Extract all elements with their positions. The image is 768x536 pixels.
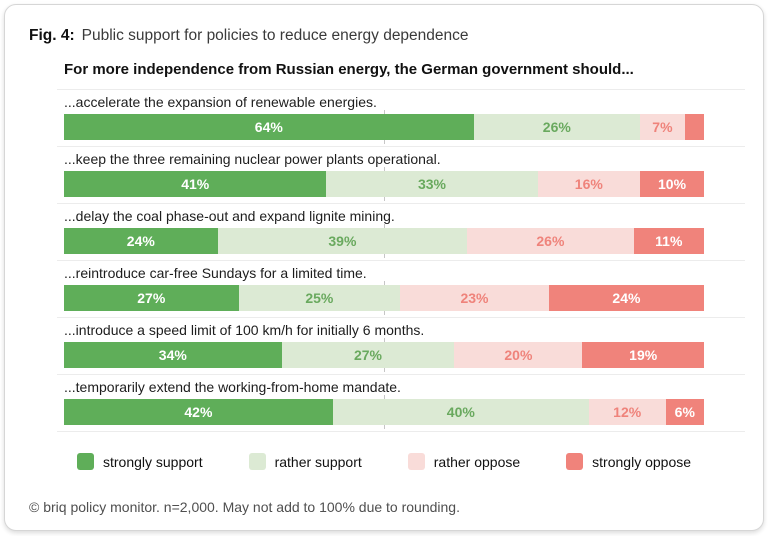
bar-segment-strongly_support: 24%	[64, 228, 218, 254]
policy-label: ...temporarily extend the working-from-h…	[64, 379, 401, 395]
bar-segment-rather_oppose: 20%	[454, 342, 583, 368]
chart-subtitle: For more independence from Russian energ…	[64, 61, 634, 78]
chart-area: For more independence from Russian energ…	[57, 61, 745, 432]
policy-label: ...reintroduce car-free Sundays for a li…	[64, 265, 367, 281]
bar-segment-rather_support: 40%	[332, 399, 589, 425]
legend-item-strongly_oppose: strongly oppose	[566, 453, 691, 470]
bar-segment-strongly_support: 64%	[64, 114, 474, 140]
bar-segment-rather_support: 26%	[473, 114, 640, 140]
policy-row: ...reintroduce car-free Sundays for a li…	[57, 260, 745, 317]
bar-segment-rather_oppose: 7%	[640, 114, 685, 140]
legend-item-rather_support: rather support	[248, 453, 362, 470]
legend-swatch-strongly_support	[76, 453, 94, 470]
bar-segment-strongly_support: 41%	[64, 171, 327, 197]
bar-segment-strongly_oppose: 19%	[582, 342, 704, 368]
legend-item-rather_oppose: rather oppose	[407, 453, 521, 470]
figure-title: Fig. 4: Public support for policies to re…	[29, 27, 747, 45]
bar-segment-rather_oppose: 23%	[400, 285, 549, 311]
bar-segment-strongly_support: 27%	[64, 285, 239, 311]
bar-segment-rather_oppose: 12%	[588, 399, 666, 425]
figure-card: Fig. 4: Public support for policies to re…	[4, 4, 764, 531]
policy-label: ...introduce a speed limit of 100 km/h f…	[64, 322, 425, 338]
bar-segment-rather_support: 39%	[217, 228, 468, 254]
policy-row: ...accelerate the expansion of renewable…	[57, 89, 745, 146]
bar-segment-strongly_oppose: 6%	[665, 399, 704, 425]
policy-row: ...delay the coal phase-out and expand l…	[57, 203, 745, 260]
policy-row: ...introduce a speed limit of 100 km/h f…	[57, 317, 745, 374]
bar-segment-rather_support: 27%	[281, 342, 455, 368]
bar-segment-rather_oppose: 16%	[537, 171, 641, 197]
policy-label: ...keep the three remaining nuclear powe…	[64, 151, 441, 167]
legend-swatch-rather_support	[248, 453, 266, 470]
policy-label: ...accelerate the expansion of renewable…	[64, 94, 377, 110]
legend-swatch-rather_oppose	[407, 453, 425, 470]
figure-title-text: Public support for policies to reduce en…	[81, 27, 469, 44]
legend-label: strongly support	[102, 453, 203, 470]
bar-segment-strongly_support: 34%	[64, 342, 282, 368]
stacked-bar: 24% 39% 26% 11%	[64, 224, 704, 258]
bar-segment-strongly_oppose	[684, 114, 704, 140]
legend-swatch-strongly_oppose	[566, 453, 584, 470]
bar-segment-strongly_support: 42%	[64, 399, 333, 425]
policy-rows: ...accelerate the expansion of renewable…	[57, 89, 745, 432]
stacked-bar: 42% 40% 12% 6%	[64, 395, 704, 429]
figure-number: Fig. 4:	[29, 27, 75, 44]
policy-label: ...delay the coal phase-out and expand l…	[64, 208, 395, 224]
policy-row: ...keep the three remaining nuclear powe…	[57, 146, 745, 203]
stacked-bar: 34% 27% 20% 19%	[64, 338, 704, 372]
legend-label: strongly oppose	[592, 453, 692, 470]
legend-item-strongly_support: strongly support	[76, 453, 203, 470]
policy-row: ...temporarily extend the working-from-h…	[57, 374, 745, 431]
stacked-bar: 41% 33% 16% 10%	[64, 167, 705, 201]
stacked-bar: 27% 25% 23% 24%	[64, 281, 704, 315]
source-footnote: © briq policy monitor. n=2,000. May not …	[29, 499, 460, 515]
stacked-bar: 64% 26% 7%	[64, 110, 704, 144]
bar-segment-rather_support: 25%	[238, 285, 401, 311]
bar-segment-strongly_oppose: 11%	[633, 228, 704, 254]
bar-segment-rather_oppose: 26%	[467, 228, 634, 254]
legend: strongly support rather support rather opp…	[29, 453, 739, 470]
legend-label: rather oppose	[433, 453, 521, 470]
bar-segment-strongly_oppose: 10%	[640, 171, 705, 197]
bar-segment-rather_support: 33%	[326, 171, 538, 197]
bar-segment-strongly_oppose: 24%	[548, 285, 704, 311]
legend-label: rather support	[274, 453, 362, 470]
